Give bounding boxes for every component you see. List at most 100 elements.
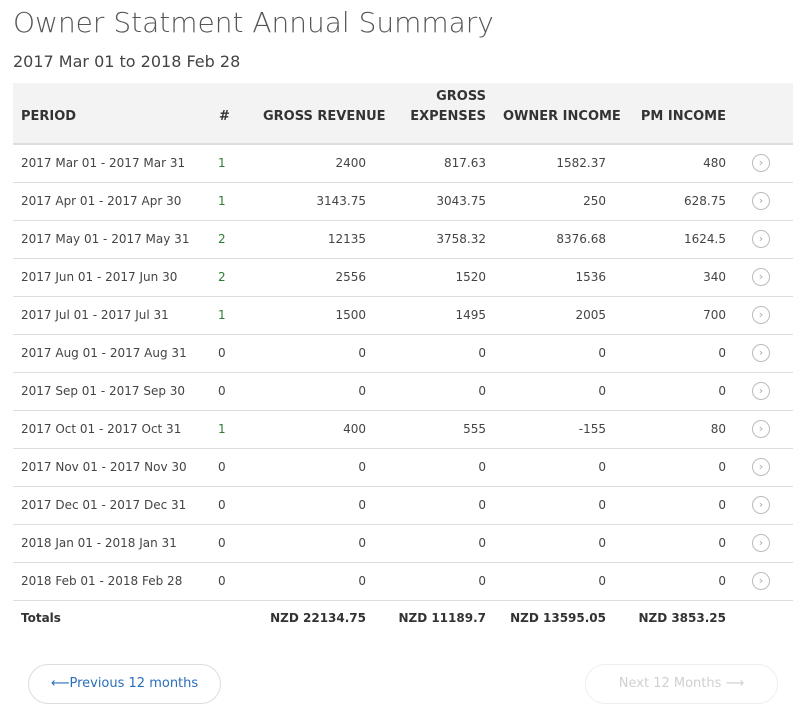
row-gross-revenue: 1500 [335, 308, 366, 322]
row-owner-income: 0 [598, 498, 606, 512]
table-row: 2017 Oct 01 - 2017 Oct 31 1 400 555 -155 80 › [13, 411, 793, 449]
header-gross-expenses: GROSS EXPENSES [383, 87, 486, 127]
row-gross-revenue: 3143.75 [316, 194, 366, 208]
page-title: Owner Statment Annual Summary [13, 6, 494, 39]
row-pm-income: 0 [718, 460, 726, 474]
row-gross-expenses: 0 [478, 536, 486, 550]
date-range-subtitle: 2017 Mar 01 to 2018 Feb 28 [13, 52, 241, 71]
row-period: 2017 Jul 01 - 2017 Jul 31 [21, 308, 169, 322]
row-pm-income: 0 [718, 536, 726, 550]
row-gross-revenue: 0 [358, 498, 366, 512]
totals-row: Totals NZD 22134.75 NZD 11189.7 NZD 1359… [13, 601, 793, 635]
row-count: 0 [218, 460, 226, 474]
header-owner-income: OWNER INCOME [503, 109, 621, 124]
row-gross-revenue: 2556 [335, 270, 366, 284]
row-pm-income: 0 [718, 574, 726, 588]
next-12-months-button[interactable]: Next 12 Months ⟶ [585, 664, 778, 704]
row-gross-revenue: 0 [358, 536, 366, 550]
header-pm-income: PM INCOME [640, 109, 726, 124]
row-count: 0 [218, 346, 226, 360]
table-row: 2017 Jun 01 - 2017 Jun 30 2 2556 1520 1536 34… [13, 259, 793, 297]
chevron-right-circle-icon[interactable]: › [752, 420, 770, 438]
row-owner-income: 0 [598, 346, 606, 360]
previous-button-label: Previous 12 months [69, 676, 199, 691]
row-gross-revenue: 0 [358, 460, 366, 474]
chevron-right-circle-icon[interactable]: › [752, 496, 770, 514]
row-owner-income: 250 [583, 194, 606, 208]
chevron-right-circle-icon[interactable]: › [752, 382, 770, 400]
row-owner-income: 1536 [575, 270, 606, 284]
row-gross-expenses: 0 [478, 346, 486, 360]
row-period: 2017 Oct 01 - 2017 Oct 31 [21, 422, 182, 436]
chevron-right-circle-icon[interactable]: › [752, 230, 770, 248]
row-owner-income: 8376.68 [556, 232, 606, 246]
table-row: 2017 Dec 01 - 2017 Dec 31 0 0 0 0 0 › [13, 487, 793, 525]
row-pm-income: 0 [718, 498, 726, 512]
table-row: 2017 Aug 01 - 2017 Aug 31 0 0 0 0 0 › [13, 335, 793, 373]
table-row: 2017 Nov 01 - 2017 Nov 30 0 0 0 0 0 › [13, 449, 793, 487]
row-gross-expenses: 817.63 [444, 156, 486, 170]
previous-12-months-button[interactable]: ⟵Previous 12 months [28, 664, 221, 704]
arrow-right-icon: ⟶ [725, 676, 745, 691]
row-period: 2017 Apr 01 - 2017 Apr 30 [21, 194, 182, 208]
row-gross-expenses: 555 [463, 422, 486, 436]
row-period: 2018 Feb 01 - 2018 Feb 28 [21, 574, 183, 588]
totals-pm-income: NZD 3853.25 [638, 611, 726, 625]
chevron-right-circle-icon[interactable]: › [752, 154, 770, 172]
row-period: 2018 Jan 01 - 2018 Jan 31 [21, 536, 177, 550]
chevron-right-circle-icon[interactable]: › [752, 344, 770, 362]
chevron-right-circle-icon[interactable]: › [752, 458, 770, 476]
row-count: 0 [218, 384, 226, 398]
row-count: 2 [218, 270, 226, 284]
row-period: 2017 Mar 01 - 2017 Mar 31 [21, 156, 186, 170]
row-gross-revenue: 2400 [335, 156, 366, 170]
row-gross-expenses: 3758.32 [436, 232, 486, 246]
row-period: 2017 May 01 - 2017 May 31 [21, 232, 190, 246]
totals-gross-revenue: NZD 22134.75 [270, 611, 366, 625]
table-body: 2017 Mar 01 - 2017 Mar 31 1 2400 817.63 1582… [13, 145, 793, 601]
header-gross-expenses-line1: GROSS [436, 89, 486, 104]
row-pm-income: 0 [718, 384, 726, 398]
row-gross-revenue: 0 [358, 574, 366, 588]
totals-gross-expenses: NZD 11189.7 [398, 611, 486, 625]
row-pm-income: 480 [703, 156, 726, 170]
table-header: PERIOD # GROSS REVENUE GROSS EXPENSES OW… [13, 83, 793, 145]
chevron-right-circle-icon[interactable]: › [752, 192, 770, 210]
row-count: 1 [218, 308, 226, 322]
table-row: 2017 Jul 01 - 2017 Jul 31 1 1500 1495 2005 70… [13, 297, 793, 335]
summary-table: PERIOD # GROSS REVENUE GROSS EXPENSES OW… [13, 83, 793, 635]
chevron-right-circle-icon[interactable]: › [752, 268, 770, 286]
chevron-right-circle-icon[interactable]: › [752, 306, 770, 324]
chevron-right-circle-icon[interactable]: › [752, 572, 770, 590]
row-owner-income: 0 [598, 384, 606, 398]
row-pm-income: 340 [703, 270, 726, 284]
row-owner-income: -155 [578, 422, 606, 436]
row-gross-expenses: 0 [478, 498, 486, 512]
row-count: 1 [218, 194, 226, 208]
table-row: 2017 Sep 01 - 2017 Sep 30 0 0 0 0 0 › [13, 373, 793, 411]
row-gross-expenses: 3043.75 [436, 194, 486, 208]
totals-label: Totals [21, 611, 61, 625]
row-count: 0 [218, 536, 226, 550]
row-period: 2017 Aug 01 - 2017 Aug 31 [21, 346, 187, 360]
row-count: 0 [218, 574, 226, 588]
row-owner-income: 0 [598, 460, 606, 474]
row-count: 0 [218, 498, 226, 512]
row-owner-income: 1582.37 [556, 156, 606, 170]
chevron-right-circle-icon[interactable]: › [752, 534, 770, 552]
arrow-left-icon: ⟵ [50, 676, 70, 691]
table-row: 2018 Feb 01 - 2018 Feb 28 0 0 0 0 0 › [13, 563, 793, 601]
header-count: # [219, 109, 230, 124]
row-pm-income: 80 [710, 422, 726, 436]
header-period: PERIOD [21, 109, 77, 124]
row-gross-revenue: 0 [358, 346, 366, 360]
row-pm-income: 0 [718, 346, 726, 360]
table-row: 2017 May 01 - 2017 May 31 2 12135 3758.32 83… [13, 221, 793, 259]
row-gross-expenses: 1520 [455, 270, 486, 284]
next-button-label: Next 12 Months [618, 676, 722, 691]
row-gross-expenses: 0 [478, 460, 486, 474]
row-period: 2017 Dec 01 - 2017 Dec 31 [21, 498, 187, 512]
table-row: 2018 Jan 01 - 2018 Jan 31 0 0 0 0 0 › [13, 525, 793, 563]
row-pm-income: 628.75 [684, 194, 726, 208]
row-period: 2017 Sep 01 - 2017 Sep 30 [21, 384, 186, 398]
